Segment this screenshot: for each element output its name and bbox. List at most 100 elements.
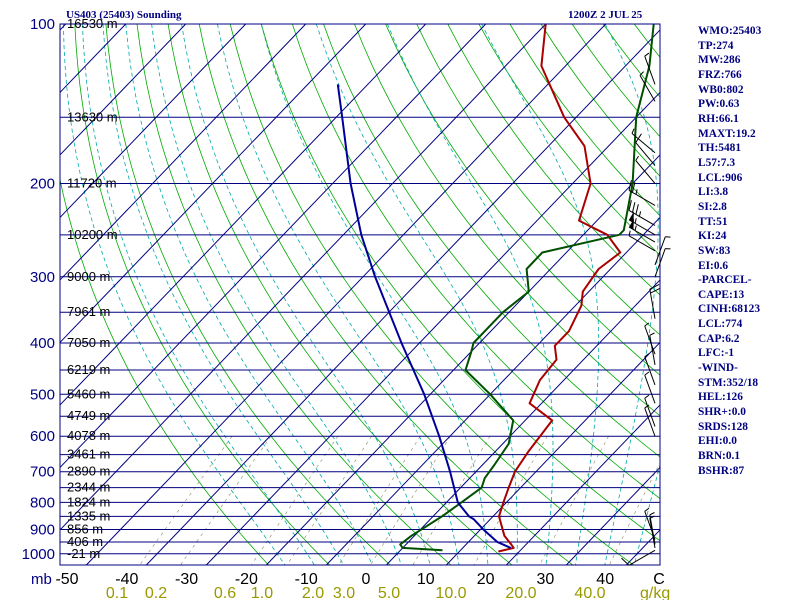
wind-barb (631, 128, 656, 154)
wind-barb (654, 248, 671, 277)
moist-adiabat (82, 24, 315, 565)
wind-barb-halfflag (628, 230, 631, 236)
moist-adiabat (125, 24, 373, 565)
mixing-ratio-label: 10.0 (435, 585, 466, 600)
temperature-tick-label: -50 (55, 571, 78, 588)
wind-barb-flag (628, 180, 632, 191)
wind-barb (644, 404, 656, 437)
temperature-tick-label: 20 (477, 571, 495, 588)
wind-barbs (621, 52, 671, 566)
moist-adiabat (151, 24, 402, 565)
height-label: 16530 m (67, 16, 118, 31)
height-label: 2344 m (67, 480, 110, 495)
index-item: TT:51 (698, 215, 728, 228)
height-label: 3461 m (67, 447, 110, 462)
mixing-ratio-line (473, 436, 548, 565)
height-label: 406 m (67, 534, 103, 549)
dry-adiabat (229, 24, 634, 565)
wind-barb (644, 394, 656, 427)
moist-adiabat (102, 24, 344, 565)
wind-barb-halfflag (644, 507, 650, 512)
wind-barb (644, 52, 656, 85)
height-label: 2890 m (67, 464, 110, 479)
wind-barb-staff (654, 236, 666, 266)
temperature-tick-label: -10 (295, 571, 318, 588)
isotherm (60, 24, 367, 344)
wind-barb-flag (631, 182, 636, 193)
index-item: CAP:6.2 (698, 332, 740, 345)
wind-barb-flag (649, 284, 660, 290)
isotherm (445, 341, 660, 565)
wind-barb (644, 353, 656, 386)
index-item: STM:352/18 (698, 376, 759, 389)
height-label: 4078 m (67, 428, 110, 443)
wind-barb-flag (621, 557, 630, 566)
mixing-ratio-line (539, 436, 609, 565)
index-item: LFC:-1 (698, 347, 735, 360)
index-item: -WIND- (698, 362, 738, 375)
sounding-datetime: 1200Z 2 JUL 25 (568, 9, 643, 21)
isotherm (565, 466, 660, 565)
wind-barb (654, 236, 671, 266)
wind-barb-staff (644, 325, 656, 355)
index-item: TP:274 (698, 39, 734, 52)
mixing-ratio-line (609, 462, 660, 565)
isotherm (205, 91, 660, 565)
data-layer (336, 24, 655, 553)
index-item: WMO:25403 (698, 25, 762, 37)
dewpoint-line (399, 24, 655, 552)
wind-barb (644, 322, 656, 355)
height-label: 6219 m (67, 362, 110, 377)
moist-adiabat (604, 24, 659, 565)
wind-barb (649, 284, 661, 319)
index-item: PW:0.63 (698, 98, 740, 111)
temperature-line (498, 24, 622, 553)
mixing-ratio-label: 20.0 (505, 585, 536, 600)
temperature-tick-label: -40 (115, 571, 138, 588)
moist-adiabat (217, 24, 460, 565)
mixing-ratio-unit: g/kg (640, 585, 670, 600)
pressure-label: 100 (30, 16, 55, 33)
wind-barb (621, 549, 656, 566)
pressure-label: 400 (30, 335, 55, 352)
wind-barb-halfflag (635, 189, 638, 195)
index-item: MW:286 (698, 54, 741, 67)
temperature-tick-label: 10 (417, 571, 435, 588)
isotherm (60, 24, 247, 219)
dry-adiabat (478, 24, 660, 256)
dry-adiabat (198, 24, 573, 565)
pressure-label: 600 (30, 428, 55, 445)
dry-adiabat (105, 24, 391, 565)
dry-adiabat (292, 24, 660, 500)
dry-adiabat (571, 24, 660, 138)
temperature-tick-label: 30 (537, 571, 555, 588)
dry-adiabat (167, 24, 513, 565)
index-item: KI:24 (698, 230, 727, 243)
temperature-unit-label: C (653, 571, 665, 588)
pressure-label: 500 (30, 386, 55, 403)
temperature-tick-label: -30 (175, 571, 198, 588)
dry-adiabat (385, 24, 660, 376)
wind-barb (639, 71, 656, 102)
wind-barb-halfflag (644, 404, 650, 409)
wind-barb (644, 507, 656, 540)
background-grid (60, 24, 660, 565)
mixing-ratio-line (338, 436, 421, 565)
wind-barb-staff (649, 335, 656, 365)
wind-barb (635, 155, 656, 184)
isotherm (60, 24, 67, 31)
wind-barb-halfflag (644, 394, 650, 399)
parcel-line (336, 84, 512, 549)
wind-barb-staff (635, 142, 656, 166)
height-label: 5460 m (67, 386, 110, 401)
wind-barb-pennant (629, 211, 635, 223)
height-label: 11720 m (67, 175, 117, 190)
wind-barb-halfflag (644, 52, 650, 57)
dry-adiabat (74, 24, 330, 565)
height-label: 7961 m (67, 304, 110, 319)
pressure-label: 700 (30, 464, 55, 481)
wind-barb-staff (628, 209, 656, 226)
wind-barb (628, 200, 656, 226)
isotherm (60, 24, 427, 406)
wind-barb-flag (631, 202, 636, 213)
